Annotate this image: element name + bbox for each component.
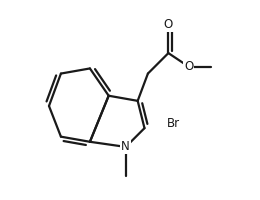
Text: O: O [184,60,193,73]
Text: Br: Br [167,117,180,130]
Text: N: N [121,140,130,153]
Text: O: O [164,18,173,31]
